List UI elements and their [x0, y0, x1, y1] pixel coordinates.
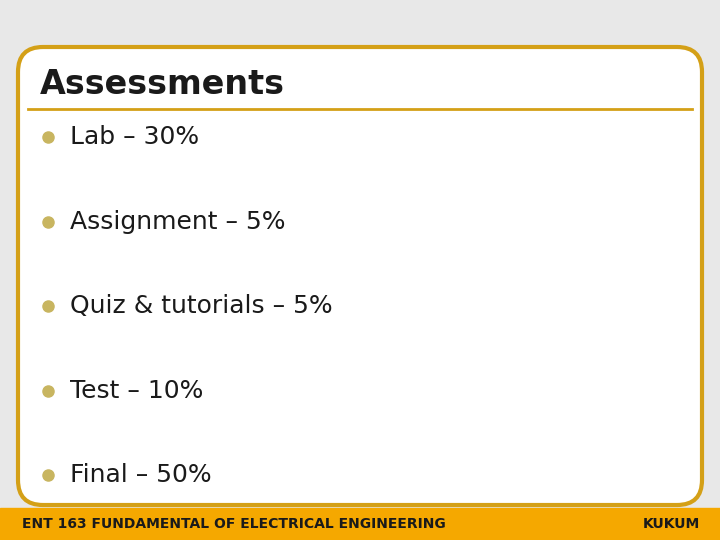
Text: Test – 10%: Test – 10%: [70, 379, 203, 402]
Text: KUKUM: KUKUM: [643, 517, 700, 531]
Text: Assignment – 5%: Assignment – 5%: [70, 210, 286, 233]
Text: ENT 163 FUNDAMENTAL OF ELECTRICAL ENGINEERING: ENT 163 FUNDAMENTAL OF ELECTRICAL ENGINE…: [22, 517, 446, 531]
Text: Final – 50%: Final – 50%: [70, 463, 212, 487]
Text: Lab – 30%: Lab – 30%: [70, 125, 199, 149]
FancyBboxPatch shape: [18, 47, 702, 505]
Bar: [0, 508, 720, 540]
Text: Assessments: Assessments: [40, 69, 285, 102]
Text: Quiz & tutorials – 5%: Quiz & tutorials – 5%: [70, 294, 333, 318]
